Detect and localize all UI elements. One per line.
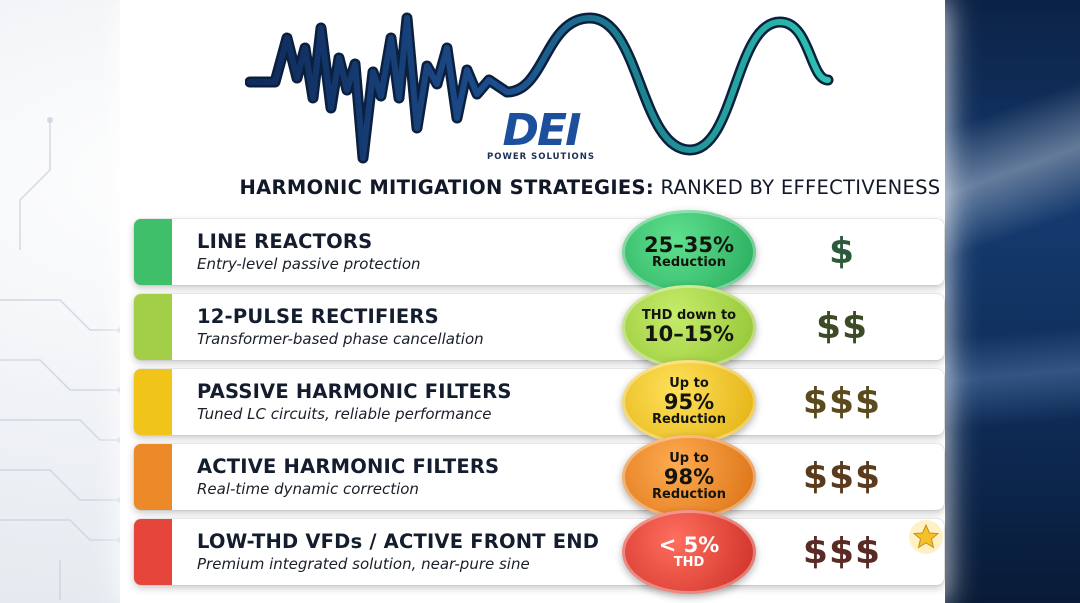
badge-value: 25–35% [644, 233, 734, 258]
cost-indicator: $ [828, 231, 856, 272]
strategy-name: ACTIVE HARMONIC FILTERS [197, 455, 500, 478]
strategy-name: LOW-THD VFDs / ACTIVE FRONT END [197, 530, 600, 553]
rank-color-bar [134, 219, 172, 285]
effectiveness-badge: Up to 95% Reduction [622, 360, 756, 444]
dei-logo: DEI POWER SOLUTIONS [476, 108, 606, 164]
strategy-name: 12-PULSE RECTIFIERS [197, 305, 439, 328]
effectiveness-badge: THD down to 10–15% [622, 285, 756, 369]
cost-indicator: $$$ [802, 381, 882, 422]
strategy-name: LINE REACTORS [197, 230, 373, 253]
effectiveness-badge: < 5% THD [622, 510, 756, 594]
title-rest: RANKED BY EFFECTIVENESS [653, 176, 941, 199]
strategy-row-12-pulse-rectifiers: 12-PULSE RECTIFIERS Transformer-based ph… [134, 285, 944, 369]
badge-value: 10–15% [644, 321, 734, 346]
background-right-panel [945, 0, 1080, 603]
cost-indicator: $$ [815, 306, 869, 347]
badge-label: THD [673, 555, 705, 571]
strategy-description: Transformer-based phase cancellation [197, 330, 484, 348]
badge-value: < 5% [658, 533, 720, 558]
rank-color-bar [134, 369, 172, 435]
star-icon [909, 520, 943, 554]
badge-label: THD down to [641, 308, 737, 324]
logo-subtitle: POWER SOLUTIONS [487, 152, 595, 162]
waveform-graphic [245, 12, 834, 164]
cost-indicator: $$$ [802, 456, 882, 497]
strategy-description: Entry-level passive protection [197, 255, 421, 273]
background-light-streaks [945, 0, 1080, 603]
badge-prefix: Up to [669, 451, 709, 467]
strategy-row-passive-harmonic-filters: PASSIVE HARMONIC FILTERS Tuned LC circui… [134, 360, 944, 444]
strategy-description: Premium integrated solution, near-pure s… [197, 555, 530, 573]
strategy-row-active-harmonic-filters: ACTIVE HARMONIC FILTERS Real-time dynami… [134, 435, 944, 519]
logo-mark: DEI [502, 105, 582, 156]
badge-label: Reduction [652, 487, 726, 503]
badge-label: Reduction [652, 255, 726, 271]
title-bold: HARMONIC MITIGATION STRATEGIES: [239, 176, 654, 199]
badge-label: Reduction [652, 412, 726, 428]
badge-value: 95% [663, 389, 715, 414]
strategy-row-low-thd-vfds: LOW-THD VFDs / ACTIVE FRONT END Premium … [134, 510, 944, 594]
strategy-description: Real-time dynamic correction [197, 480, 419, 498]
effectiveness-badge: Up to 98% Reduction [622, 435, 756, 519]
strategy-name: PASSIVE HARMONIC FILTERS [197, 380, 512, 403]
cost-indicator: $$$ [802, 531, 882, 572]
rank-color-bar [134, 294, 172, 360]
strategy-row-line-reactors: LINE REACTORS Entry-level passive protec… [134, 210, 944, 294]
rank-color-bar [134, 444, 172, 510]
rank-color-bar [134, 519, 172, 585]
strategy-description: Tuned LC circuits, reliable performance [197, 405, 492, 423]
effectiveness-badge: 25–35% Reduction [622, 210, 756, 294]
page-title: HARMONIC MITIGATION STRATEGIES: RANKED B… [90, 176, 1080, 199]
badge-prefix: Up to [669, 376, 709, 392]
badge-value: 98% [663, 464, 715, 489]
